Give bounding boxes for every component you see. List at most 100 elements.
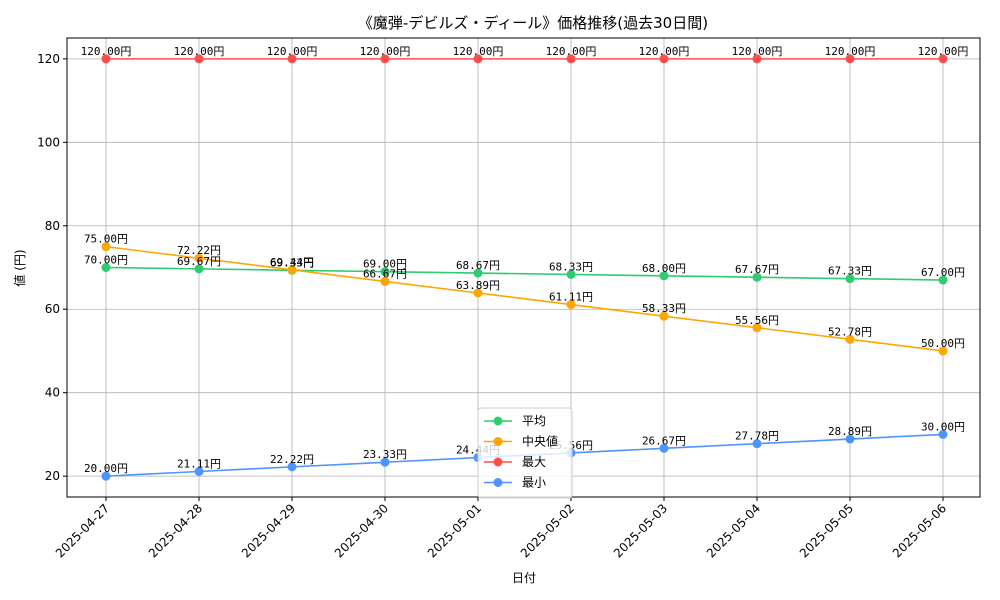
data-label: 58.33円	[642, 302, 686, 315]
x-tick-label: 2025-05-04	[704, 501, 763, 560]
data-label: 20.00円	[84, 462, 128, 475]
data-point	[101, 471, 111, 481]
legend-marker	[493, 457, 503, 467]
data-point	[287, 54, 297, 64]
x-tick-label: 2025-05-06	[890, 501, 949, 560]
y-axis-label: 値 (円)	[12, 249, 27, 286]
data-label: 23.33円	[363, 448, 407, 461]
data-label: 28.89円	[828, 425, 872, 438]
data-point	[659, 54, 669, 64]
data-point	[194, 467, 204, 477]
legend-item: 平均	[484, 414, 546, 428]
series-layer	[101, 54, 948, 481]
legend-marker	[493, 437, 503, 446]
data-point	[380, 54, 390, 64]
data-point	[287, 462, 297, 472]
data-label: 120.00円	[81, 45, 132, 58]
x-tick-label: 2025-04-30	[332, 501, 391, 560]
data-label: 63.89円	[456, 279, 500, 292]
x-axis-label: 日付	[512, 571, 536, 585]
y-tick-label: 60	[45, 302, 60, 316]
data-label: 69.67円	[177, 255, 221, 268]
data-label: 120.00円	[267, 45, 318, 58]
data-point	[380, 457, 390, 467]
data-point	[473, 268, 483, 278]
data-label: 120.00円	[639, 45, 690, 58]
data-label: 66.67円	[363, 267, 407, 280]
data-point	[752, 272, 762, 282]
data-point	[845, 434, 855, 444]
data-point	[659, 443, 669, 453]
data-point	[473, 54, 483, 64]
data-point	[101, 54, 111, 64]
data-point	[938, 429, 948, 439]
data-point	[938, 275, 948, 285]
data-point	[845, 54, 855, 64]
data-labels: 70.00円 69.67円 69.33円 69.00円 68.67円 68.33円 68.0…	[81, 45, 969, 475]
data-point	[380, 276, 390, 286]
data-point	[752, 323, 762, 333]
y-tick-label: 80	[45, 219, 60, 233]
data-label: 27.78円	[735, 430, 779, 443]
x-axis-ticks: 2025-04-27 2025-04-28 2025-04-29 2025-04-30…	[53, 497, 949, 560]
y-tick-label: 20	[45, 469, 60, 483]
data-point	[566, 269, 576, 279]
x-tick-label: 2025-04-28	[146, 501, 205, 560]
series-line	[105, 266, 944, 281]
data-label: 26.67円	[642, 434, 686, 447]
data-point	[752, 54, 762, 64]
data-label: 67.67円	[735, 263, 779, 276]
data-point	[566, 54, 576, 64]
data-label: 120.00円	[453, 45, 504, 58]
data-label: 67.00円	[921, 266, 965, 279]
data-label: 67.33円	[828, 265, 872, 278]
data-label: 61.11円	[549, 291, 593, 304]
data-label: 55.56円	[735, 314, 779, 327]
data-point	[473, 288, 483, 298]
data-label: 70.00円	[84, 254, 128, 267]
data-label: 120.00円	[360, 45, 411, 58]
legend-marker	[493, 478, 503, 487]
y-tick-label: 100	[37, 135, 60, 149]
x-tick-label: 2025-04-29	[239, 501, 298, 560]
data-point	[938, 54, 948, 64]
legend-label: 中央値	[522, 434, 558, 449]
legend-item: 中央値	[484, 434, 558, 449]
chart-title: 《魔弾-デビルズ・ディール》価格推移(過去30日間)	[358, 14, 708, 32]
data-label: 69.44円	[270, 256, 314, 269]
data-label: 22.22円	[270, 453, 314, 466]
data-point	[752, 439, 762, 449]
data-label: 21.11円	[177, 458, 221, 471]
legend-item: 最大	[484, 455, 546, 469]
data-point	[194, 54, 204, 64]
x-tick-label: 2025-05-01	[425, 501, 484, 560]
data-label: 75.00円	[84, 233, 128, 246]
data-label: 72.22円	[177, 244, 221, 257]
data-point	[566, 300, 576, 310]
data-label: 120.00円	[825, 45, 876, 58]
data-label: 120.00円	[732, 45, 783, 58]
data-label: 68.33円	[549, 260, 593, 273]
data-label: 120.00円	[174, 45, 225, 58]
data-point	[101, 263, 111, 272]
data-label: 30.00円	[921, 420, 965, 433]
legend-marker	[493, 416, 503, 426]
data-point	[287, 265, 297, 275]
data-label: 120.00円	[546, 45, 597, 58]
legend-label: 平均	[522, 414, 546, 428]
x-tick-label: 2025-04-27	[53, 501, 112, 560]
data-point	[194, 253, 204, 263]
data-label: 52.78円	[828, 325, 872, 338]
data-point	[845, 274, 855, 284]
data-point	[659, 311, 669, 321]
x-tick-label: 2025-05-05	[797, 501, 856, 560]
data-point	[380, 267, 390, 277]
data-label: 68.00円	[642, 262, 686, 275]
y-tick-label: 40	[45, 386, 60, 400]
y-tick-label: 120	[37, 52, 60, 66]
x-tick-label: 2025-05-03	[611, 501, 670, 560]
data-point	[101, 242, 111, 252]
y-axis-ticks: 20 40 60 80 100 120	[37, 52, 67, 483]
